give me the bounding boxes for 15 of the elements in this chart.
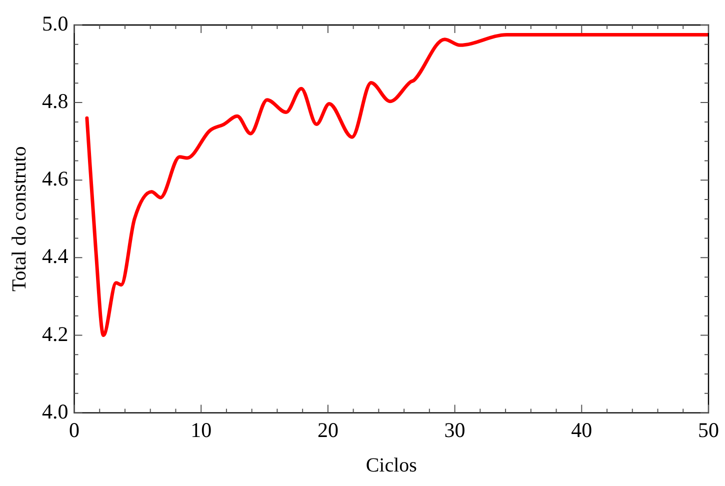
y-axis-title: Total do construto: [8, 146, 30, 292]
line-series: [85, 32, 708, 337]
y-tick-label: 5.0: [42, 12, 68, 36]
x-tick-label: 50: [698, 418, 719, 442]
x-tick-label: 40: [571, 418, 592, 442]
y-tick-label: 4.6: [42, 166, 68, 191]
y-tick-label: 4.8: [42, 89, 68, 114]
x-axis-title: Ciclos: [366, 454, 418, 476]
y-tick-label: 4.2: [42, 322, 68, 346]
x-tick-label: 10: [190, 418, 212, 442]
y-tick-label: 4.4: [42, 244, 69, 268]
x-tick-label: 20: [317, 418, 338, 442]
x-tick-label: 0: [69, 418, 80, 442]
y-tick-label: 4.0: [42, 399, 68, 424]
x-tick-label: 30: [444, 418, 466, 442]
